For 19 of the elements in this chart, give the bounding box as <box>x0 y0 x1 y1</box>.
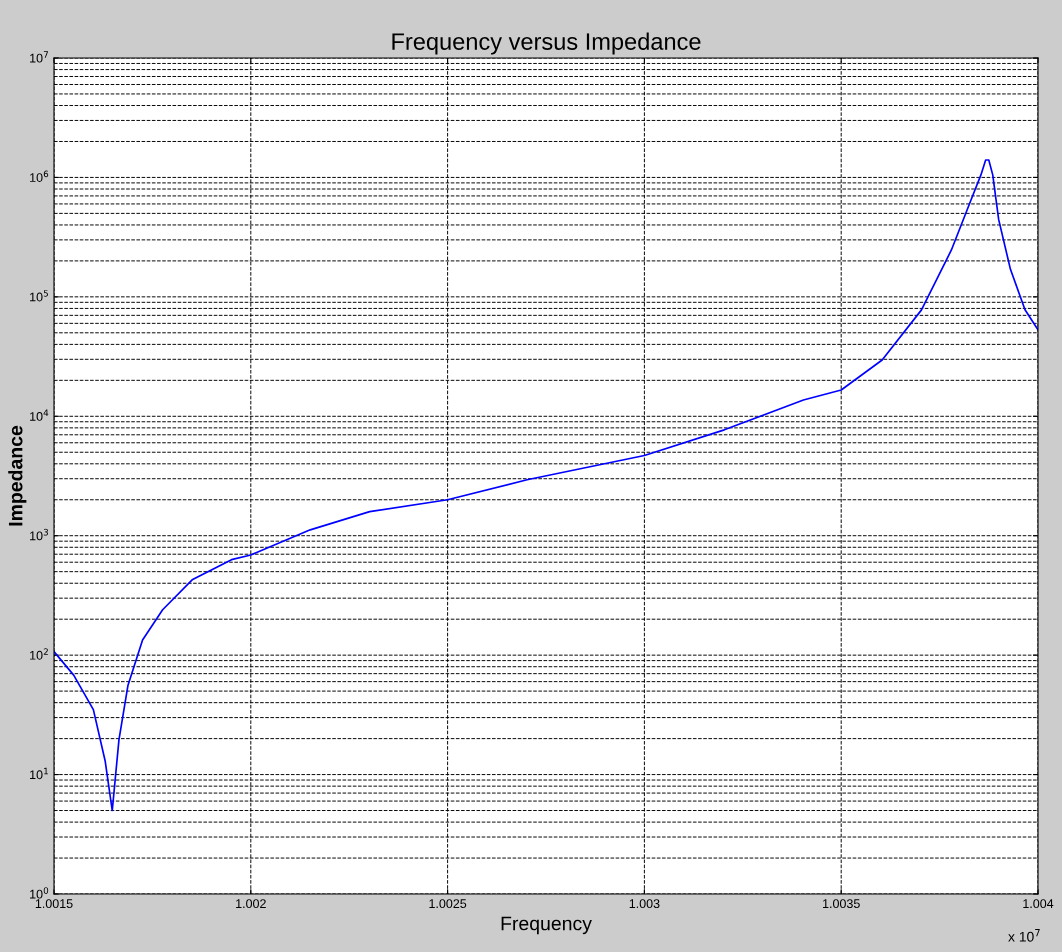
x-tick-label: 1.0035 <box>823 899 860 909</box>
line-series <box>54 159 1038 812</box>
x-tick-label: 1.002 <box>236 899 266 909</box>
y-tick-label: 10$^{6}$ <box>30 170 49 182</box>
y-tick-label: 10$^{7}$ <box>30 51 48 63</box>
x-tick-label: 1.0025 <box>429 899 467 909</box>
x-tick-label: 1.0015 <box>35 899 73 909</box>
y-tick-label: 10$^{0}$ <box>30 887 49 899</box>
y-tick-label: 10$^{2}$ <box>30 648 48 660</box>
y-axis-title: Impedance <box>8 425 27 526</box>
y-tick-label: 10$^{5}$ <box>30 290 48 302</box>
y-tick-label: 10$^{4}$ <box>30 409 49 421</box>
y-tick-label: 10$^{1}$ <box>30 767 48 780</box>
text: x 10$^{7}$ <box>1008 929 1040 942</box>
x-tick-label: 1.004 <box>1023 899 1054 909</box>
y-tick-label: 10$^{3}$ <box>30 528 49 541</box>
chart-title: Frequency versus Impedance <box>392 32 701 55</box>
x-tick-label: 1.003 <box>629 899 660 909</box>
x-axis-title: Frequency <box>501 916 592 935</box>
